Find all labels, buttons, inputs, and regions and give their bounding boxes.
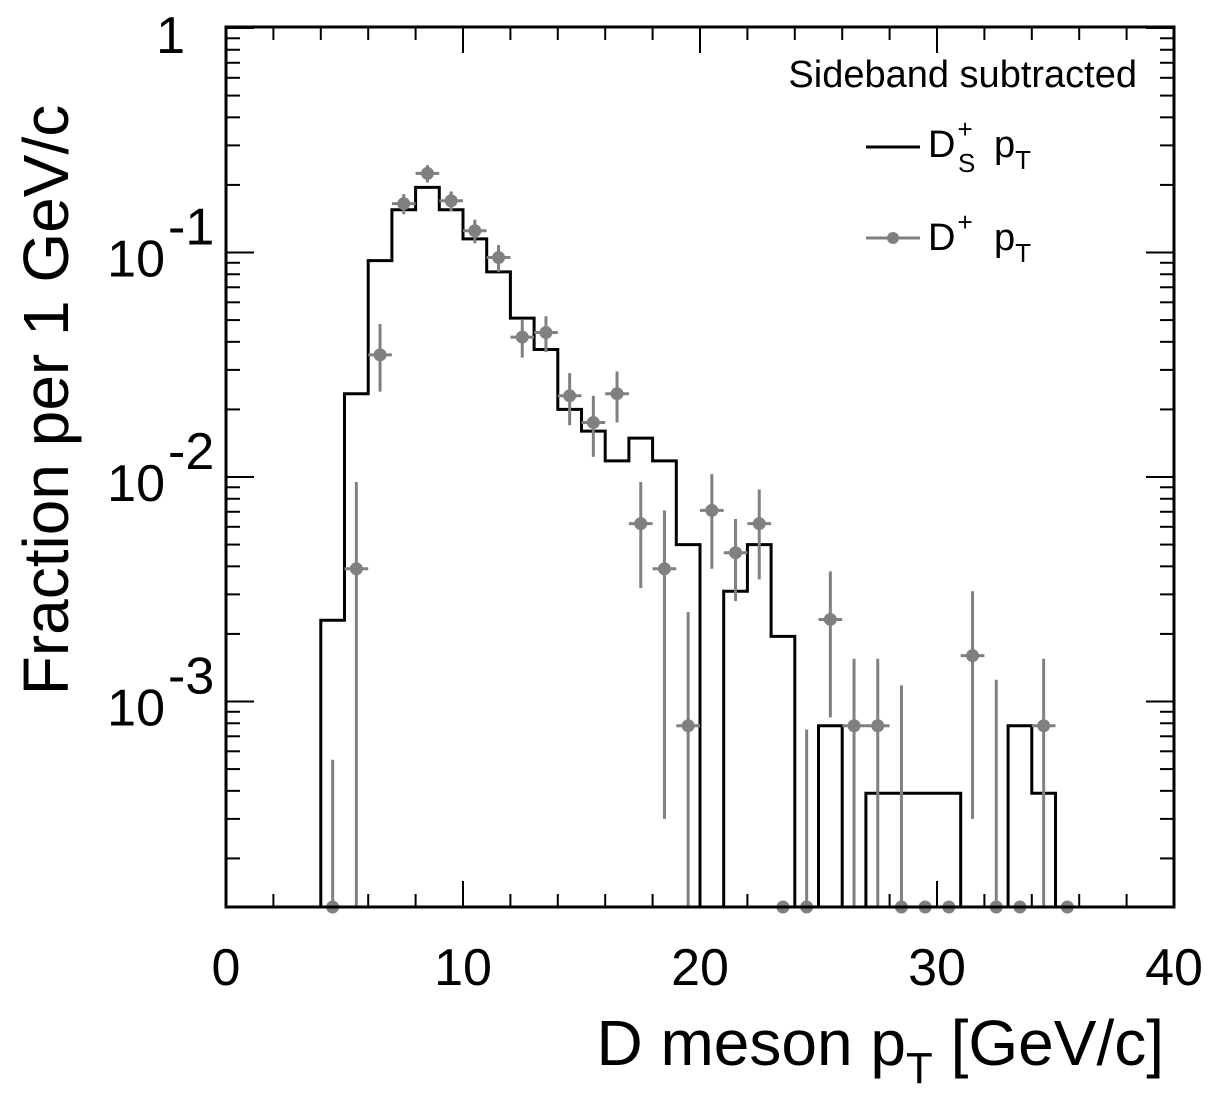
y-tick-label-exponent: -3 [168, 648, 214, 706]
y-tick-label-exponent: -2 [168, 423, 214, 481]
legend-dplus-marker [887, 232, 899, 244]
data-marker [349, 562, 363, 576]
data-marker [539, 326, 553, 340]
data-marker [752, 517, 766, 531]
legend-ds-base: D [928, 124, 955, 166]
y-tick-label: 10 [107, 680, 165, 738]
x-tick-label: 20 [671, 939, 729, 997]
dplus-point [818, 571, 843, 718]
dplus-point [676, 612, 700, 907]
x-axis-title-unit: [GeV/c] [933, 1007, 1164, 1079]
data-marker [729, 546, 743, 560]
legend-header: Sideband subtracted [788, 54, 1137, 96]
y-tick-label: 10 [107, 455, 165, 513]
x-tick-label: 30 [908, 939, 966, 997]
legend-ds-sub: S [958, 148, 975, 178]
dplus-point [439, 191, 463, 212]
x-tick-label: 10 [434, 939, 492, 997]
dplus-point [628, 482, 653, 589]
data-marker [397, 197, 411, 211]
dplus-point [557, 373, 582, 426]
dplus-point [344, 482, 369, 907]
data-marker [681, 719, 695, 733]
dplus-point [486, 244, 511, 272]
data-marker [1037, 719, 1051, 733]
dplus-point [842, 658, 866, 907]
legend-dplus-tail-sub: T [1015, 238, 1031, 268]
data-marker [563, 389, 577, 403]
data-marker [966, 649, 980, 663]
x-axis-title-main: D meson p [596, 1007, 905, 1079]
data-marker [610, 387, 624, 401]
dplus-point [865, 658, 890, 907]
data-marker [634, 517, 648, 531]
legend-ds-tail: p [994, 124, 1015, 166]
data-marker [657, 562, 671, 576]
legend-dplus-tail: p [994, 217, 1015, 259]
dplus-point [510, 320, 535, 358]
data-marker [515, 330, 529, 344]
ds-histogram [319, 185, 1080, 909]
ds-histogram-outline [319, 185, 1080, 909]
dplus-point [652, 510, 677, 819]
plot-frame [224, 25, 1176, 909]
dplus-point [534, 316, 558, 353]
data-marker [847, 719, 861, 733]
data-marker [420, 166, 434, 180]
legend-dplus-base: D [928, 217, 955, 259]
y-tick-label-exponent: -1 [168, 199, 214, 257]
dplus-point [581, 395, 606, 457]
legend-dplus-label: D+ pT [928, 207, 1031, 268]
data-marker [444, 194, 458, 208]
legend-ds-sup: + [957, 114, 972, 144]
y-axis-title: Fraction per 1 GeV/c [10, 105, 82, 695]
x-tick-label: 40 [1145, 939, 1203, 997]
x-axis-title: D meson pT [GeV/c] [596, 1007, 1164, 1093]
legend-ds-tail-sub: T [1015, 145, 1031, 175]
dplus-point [1031, 658, 1056, 907]
dplus-point [747, 489, 772, 580]
legend-dplus-sup: + [957, 207, 972, 237]
dplus-point [415, 165, 440, 183]
y-tick-label: 10 [107, 231, 165, 289]
dplus-point [391, 194, 416, 215]
dplus-point [368, 324, 392, 392]
dplus-point [723, 519, 748, 602]
data-marker [586, 415, 600, 429]
data-marker [823, 612, 837, 626]
dplus-point [700, 474, 724, 569]
x-axis-title-sub: T [906, 1044, 933, 1093]
dplus-point [463, 219, 487, 244]
dplus-points [326, 165, 1074, 914]
data-marker [871, 719, 885, 733]
data-marker [492, 251, 506, 265]
data-marker [705, 503, 719, 517]
dplus-point [960, 591, 985, 819]
dplus-point [605, 371, 629, 423]
data-marker [468, 224, 482, 238]
x-tick-label: 0 [212, 939, 241, 997]
y-tick-label: 1 [156, 7, 185, 65]
data-marker [373, 348, 387, 362]
axis-ticks [225, 27, 1175, 908]
